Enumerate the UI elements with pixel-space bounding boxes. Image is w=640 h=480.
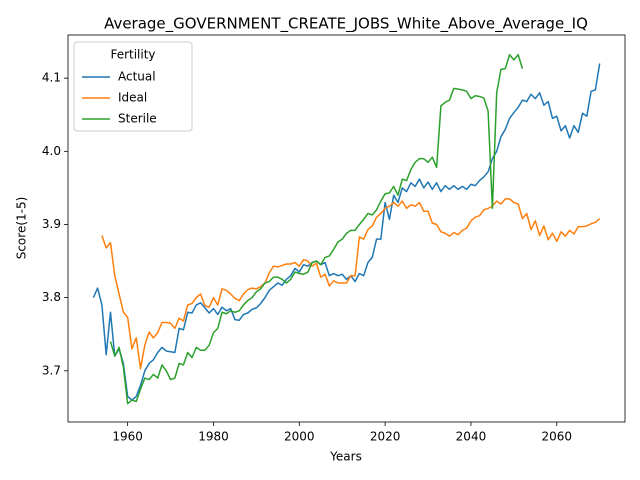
x-tick-label: 2020 (370, 430, 401, 444)
chart-title: Average_GOVERNMENT_CREATE_JOBS_White_Abo… (104, 15, 588, 34)
legend-title: Fertility (110, 48, 155, 62)
y-tick-label: 3.7 (42, 363, 61, 377)
legend-label: Ideal (118, 91, 147, 105)
x-tick-label: 1960 (112, 430, 143, 444)
x-tick-label: 1980 (198, 430, 229, 444)
legend-box (73, 41, 193, 132)
series-line (109, 54, 524, 405)
legend-label: Actual (118, 70, 156, 84)
plot-frame (67, 34, 626, 423)
y-axis-label: Score(1-5) (15, 197, 29, 260)
y-tick-label: 4.1 (42, 71, 61, 85)
x-tick-label: 2000 (284, 430, 315, 444)
legend-label: Sterile (118, 112, 157, 126)
series-line (101, 198, 601, 370)
x-tick-label: 2040 (456, 430, 487, 444)
x-tick-label: 2060 (541, 430, 572, 444)
y-tick-label: 3.9 (42, 217, 61, 231)
x-axis-label: Years (329, 450, 362, 464)
y-tick-label: 4.0 (42, 144, 61, 158)
series-line (92, 63, 601, 401)
y-tick-label: 3.8 (42, 290, 61, 304)
